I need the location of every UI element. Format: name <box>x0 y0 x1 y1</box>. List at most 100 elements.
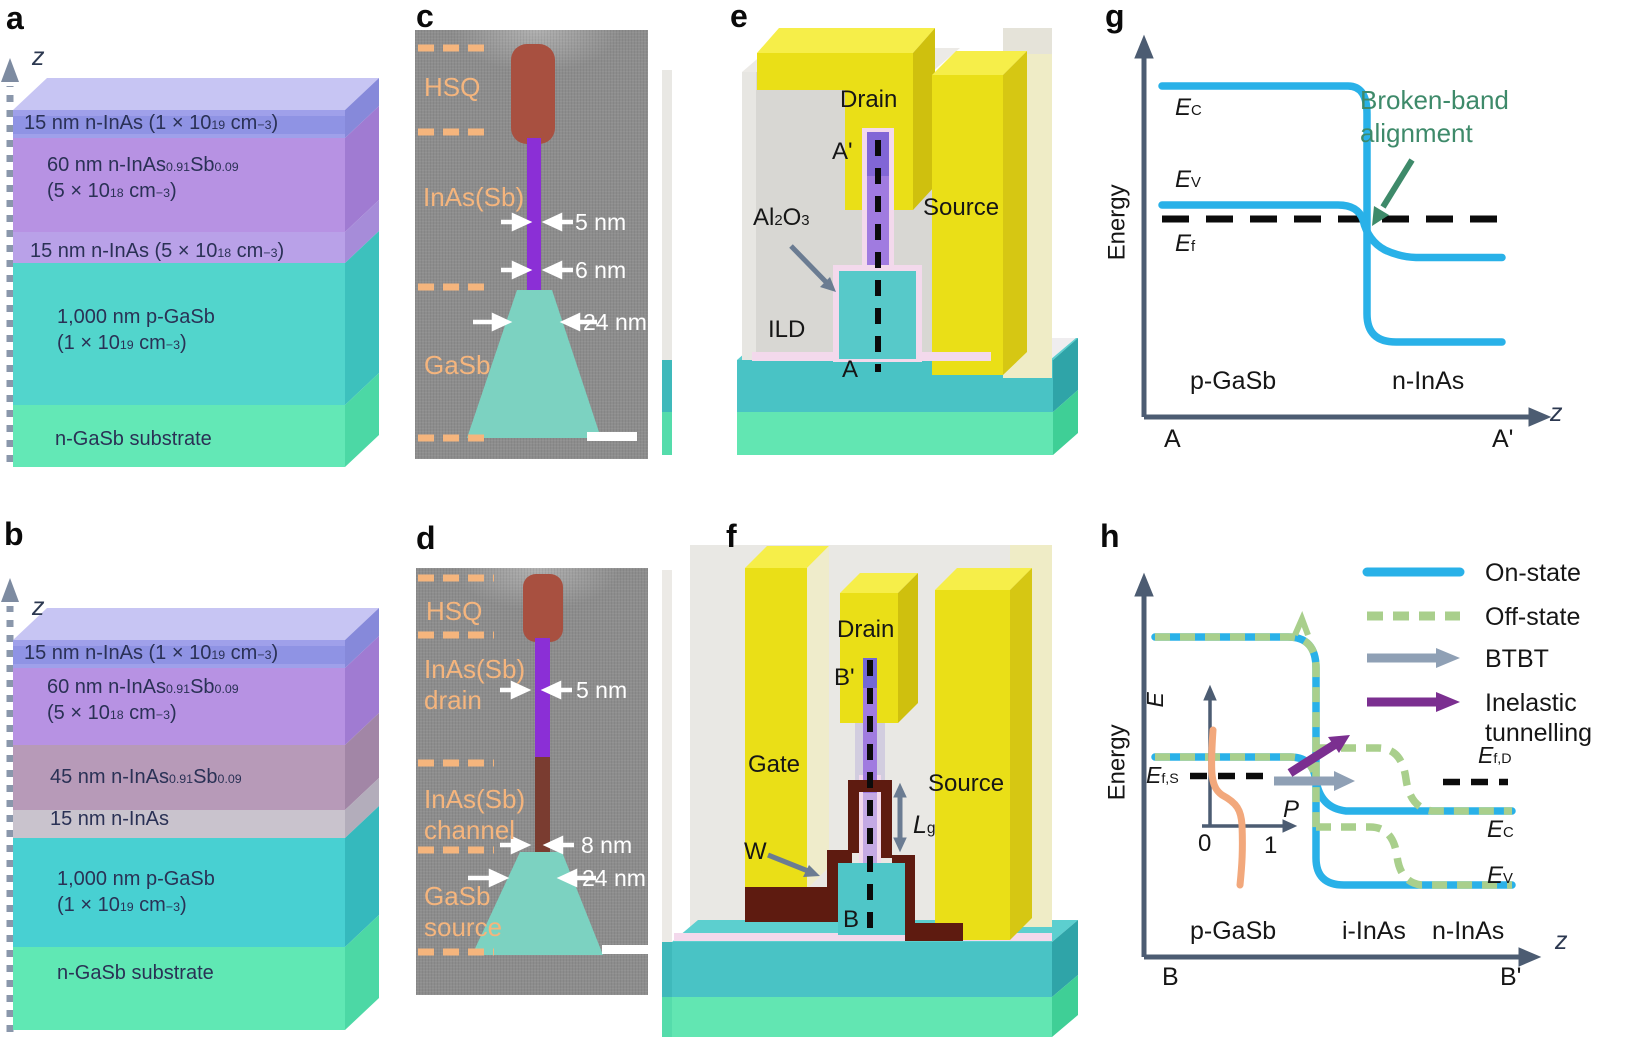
device-3d-render <box>662 28 1078 455</box>
source-top-face <box>932 51 1027 75</box>
axes <box>1134 572 1542 967</box>
slab-teal-side <box>1052 920 1078 997</box>
legend-keys <box>1362 567 1465 712</box>
z-axis-label: z <box>1550 399 1563 427</box>
layer-front-4 <box>13 810 345 838</box>
left-side-face <box>662 570 672 1037</box>
oxide-label: Al2O3 <box>753 204 810 231</box>
panel-b-graphic <box>1 578 379 1032</box>
dim-5nm: 5 nm <box>575 209 627 235</box>
fermi-level-label: Ef <box>1175 230 1196 257</box>
gasb-source-label: GaSb source <box>424 881 503 942</box>
panel-f: f Drain B' Gate Source Lg W B <box>660 490 1080 1037</box>
cut-end-label: A' <box>1492 425 1514 453</box>
energy-axis-label: Energy <box>1103 724 1131 801</box>
source-front <box>932 75 1003 375</box>
panel-letter: g <box>1105 0 1125 34</box>
drain-label: Drain <box>840 86 898 113</box>
hetero-interface-dashes <box>418 44 493 442</box>
stack-top-face <box>13 608 379 640</box>
panel-b: b z 15 nm n-InAs (1 × 1019 cm−3) 60 nm n… <box>0 490 390 1037</box>
gasb-base <box>467 290 601 438</box>
panel-e: e Drain A' Al2O3 ILD A Source <box>660 0 1080 480</box>
conduction-band-label: EC <box>1487 816 1514 843</box>
layer-label-4: 15 nm n-InAs <box>50 808 169 830</box>
stack-top-face <box>13 78 379 110</box>
source-label: Source <box>923 194 1000 221</box>
source-contact <box>935 568 1032 940</box>
panel-a: a z 15 nm n-InAs (1 × 1019 cm−3) 60 nm n… <box>0 0 390 480</box>
layer-label-2: 60 nm n-InAs0.91Sb0.09 (5 × 1018 cm−3) <box>47 676 239 725</box>
layer-front-2 <box>13 138 345 232</box>
fermi-occupation-curve <box>1208 726 1246 889</box>
energy-axis-label: Energy <box>1103 184 1131 261</box>
drain-top-face <box>840 573 918 593</box>
source-front <box>935 590 1010 940</box>
ild-left-highlight <box>742 72 756 360</box>
source-side <box>1010 568 1032 940</box>
layer-stack-3d <box>13 78 379 467</box>
region-p-gasb: p-GaSb <box>1190 367 1277 395</box>
layer-label-5: 1,000 nm p-GaSb (1 × 1019 cm−3) <box>57 868 215 917</box>
cut-top-label: B' <box>834 664 855 691</box>
tungsten-pointer-arrow <box>767 852 820 877</box>
layer-front-5 <box>13 405 345 467</box>
layer-label-6: n-GaSb substrate <box>57 962 214 984</box>
inassb-drain-stem <box>535 638 550 758</box>
conduction-band-label: EC <box>1175 94 1202 121</box>
region-n-inas: n-InAs <box>1432 917 1505 945</box>
panel-letter: d <box>416 520 436 556</box>
inelastic-arrow <box>1287 735 1350 777</box>
valence-band-label: EV <box>1487 862 1513 889</box>
gate-label: Gate <box>748 751 801 778</box>
layer-label-3: 45 nm n-InAs0.91Sb0.09 <box>50 766 242 788</box>
inassb-label: InAs(Sb) <box>423 182 525 212</box>
layer-band-1 <box>13 116 345 134</box>
z-axis-dashed-arrow <box>1 58 19 462</box>
slab-mint-side <box>1052 975 1078 1037</box>
nanowire-false-color <box>467 44 601 438</box>
gasb-label: GaSb <box>424 350 491 380</box>
inas-sb-stem <box>527 138 541 292</box>
source-contact <box>932 51 1027 375</box>
off-state-peak <box>1292 611 1311 637</box>
layer-front-5 <box>13 838 345 947</box>
drain-side <box>898 573 918 723</box>
cut-bottom-label: A <box>842 356 859 383</box>
hetero-interface-dashes <box>418 574 494 956</box>
panel-h: h Energy On-state Off-state BTBT Inelast… <box>1050 490 1640 1037</box>
layer-side-3 <box>345 713 379 810</box>
layer-label-4: 1,000 nm p-GaSb (1 × 1019 cm−3) <box>57 306 215 355</box>
band-diagram <box>1134 34 1552 427</box>
layer-front-2 <box>13 668 345 745</box>
axes <box>1134 34 1552 427</box>
gate-side <box>807 546 829 889</box>
base-oxide-liner <box>674 933 1052 941</box>
layer-label-3: 15 nm n-InAs (5 × 1018 cm−3) <box>30 240 285 262</box>
z-axis-label: z <box>32 593 45 621</box>
panel-c: c <box>390 0 658 480</box>
inassb-channel-label: InAs(Sb) channel <box>424 784 526 845</box>
dim-8nm: 8 nm <box>581 832 633 858</box>
broken-band-arrow <box>1372 158 1415 226</box>
hsq-label: HSQ <box>424 72 481 102</box>
layer-side-4 <box>345 231 379 405</box>
oxide-pointer-arrow <box>789 244 836 292</box>
layer-label-2: 60 nm n-InAs0.91Sb0.09 (5 × 1018 cm−3) <box>47 154 239 203</box>
btbt-arrow <box>1274 771 1355 791</box>
panel-letter: a <box>6 0 24 36</box>
z-axis-label: z <box>32 43 45 71</box>
inset-p-label: P <box>1283 796 1300 823</box>
dimension-arrows <box>473 212 597 332</box>
layer-side-3 <box>345 200 379 263</box>
legend-inelastic: Inelastic tunnelling <box>1485 689 1593 747</box>
sem-overlay <box>418 574 648 956</box>
region-i-inas: i-InAs <box>1342 917 1406 945</box>
layer-label-1: 15 nm n-InAs (1 × 1019 cm−3) <box>24 112 279 134</box>
broken-band-annotation: Broken-band alignment <box>1360 85 1509 148</box>
legend-off-state: Off-state <box>1485 603 1581 631</box>
slab-teal-side <box>1053 338 1078 412</box>
slab-teal-front <box>672 942 1052 997</box>
dimension-arrows <box>468 680 596 888</box>
z-axis-label: z <box>1555 927 1568 955</box>
